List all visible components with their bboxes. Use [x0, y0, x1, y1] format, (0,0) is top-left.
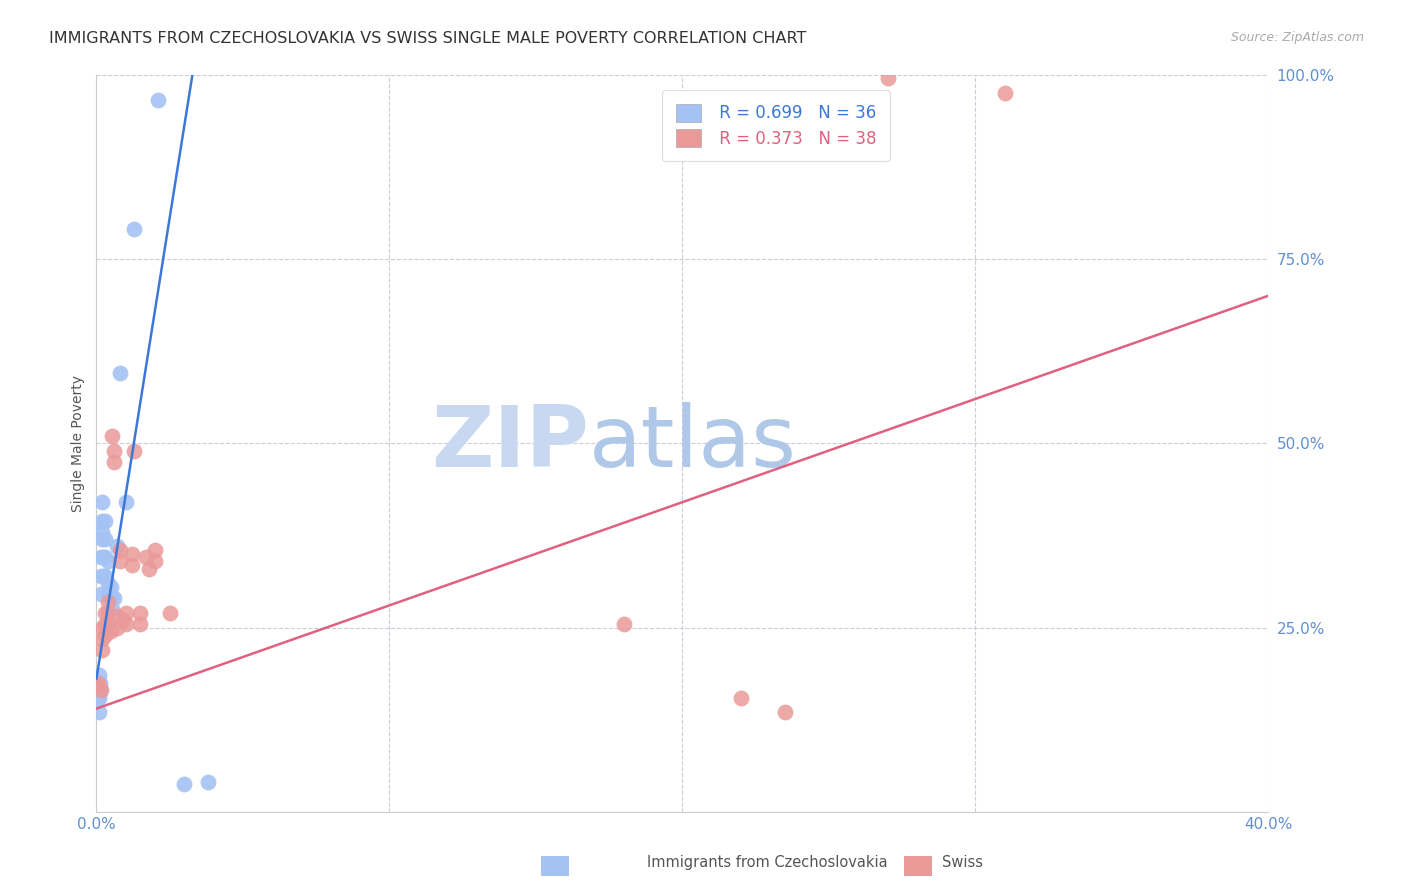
Point	[100, 624, 122, 639]
Point	[101, 602, 124, 616]
Point	[90, 569, 112, 583]
Point	[121, 558, 143, 572]
Point	[143, 554, 166, 568]
Point	[91, 495, 114, 509]
Point	[103, 443, 125, 458]
Point	[91, 620, 114, 634]
Point	[97, 606, 120, 620]
Text: atlas: atlas	[589, 401, 797, 484]
Point	[100, 580, 122, 594]
Point	[94, 532, 117, 546]
Point	[197, 775, 219, 789]
Point	[773, 706, 796, 720]
Point	[103, 591, 125, 605]
Point	[101, 429, 124, 443]
Point	[105, 609, 128, 624]
Point	[91, 550, 114, 565]
Point	[97, 595, 120, 609]
Point	[94, 616, 117, 631]
Point	[90, 524, 112, 539]
Point	[91, 532, 114, 546]
Point	[94, 514, 117, 528]
Point	[105, 620, 128, 634]
Point	[111, 613, 134, 627]
Point	[89, 680, 111, 694]
Point	[146, 93, 169, 107]
Point	[108, 554, 131, 568]
Point	[89, 675, 111, 690]
Point	[90, 587, 112, 601]
Point	[94, 606, 117, 620]
Point	[114, 616, 136, 631]
Point	[124, 443, 146, 458]
Point	[108, 366, 131, 380]
Point	[90, 550, 112, 565]
Point	[91, 642, 114, 657]
Point	[108, 543, 131, 558]
Text: Source: ZipAtlas.com: Source: ZipAtlas.com	[1230, 31, 1364, 45]
Point	[97, 616, 120, 631]
Point	[89, 681, 111, 695]
Text: Swiss: Swiss	[942, 855, 983, 870]
Point	[730, 690, 752, 705]
Point	[143, 543, 166, 558]
Point	[87, 675, 110, 690]
Point	[114, 495, 136, 509]
Text: ZIP: ZIP	[430, 401, 589, 484]
Point	[90, 683, 112, 698]
Point	[94, 550, 117, 565]
Point	[138, 561, 160, 575]
Point	[129, 616, 152, 631]
Point	[121, 547, 143, 561]
Point	[105, 540, 128, 554]
Point	[613, 616, 636, 631]
Point	[129, 606, 152, 620]
Legend:  R = 0.699   N = 36,  R = 0.373   N = 38: R = 0.699 N = 36, R = 0.373 N = 38	[662, 90, 890, 161]
Point	[89, 668, 111, 682]
Point	[124, 222, 146, 236]
Point	[114, 606, 136, 620]
Point	[876, 71, 898, 86]
Point	[159, 606, 181, 620]
Point	[103, 455, 125, 469]
Point	[87, 675, 110, 690]
Point	[93, 569, 115, 583]
Point	[87, 706, 110, 720]
Point	[89, 680, 111, 694]
Point	[135, 550, 157, 565]
Point	[91, 632, 114, 646]
Point	[91, 514, 114, 528]
Point	[97, 576, 120, 591]
Point	[100, 591, 122, 605]
Y-axis label: Single Male Poverty: Single Male Poverty	[72, 375, 86, 512]
Point	[94, 569, 117, 583]
Point	[97, 554, 120, 568]
Text: Immigrants from Czechoslovakia: Immigrants from Czechoslovakia	[647, 855, 887, 870]
Point	[97, 587, 120, 601]
Text: IMMIGRANTS FROM CZECHOSLOVAKIA VS SWISS SINGLE MALE POVERTY CORRELATION CHART: IMMIGRANTS FROM CZECHOSLOVAKIA VS SWISS …	[49, 31, 807, 46]
Point	[89, 687, 111, 701]
Point	[87, 690, 110, 705]
Point	[94, 628, 117, 642]
Point	[173, 777, 195, 791]
Point	[994, 86, 1017, 100]
Point	[89, 690, 111, 705]
